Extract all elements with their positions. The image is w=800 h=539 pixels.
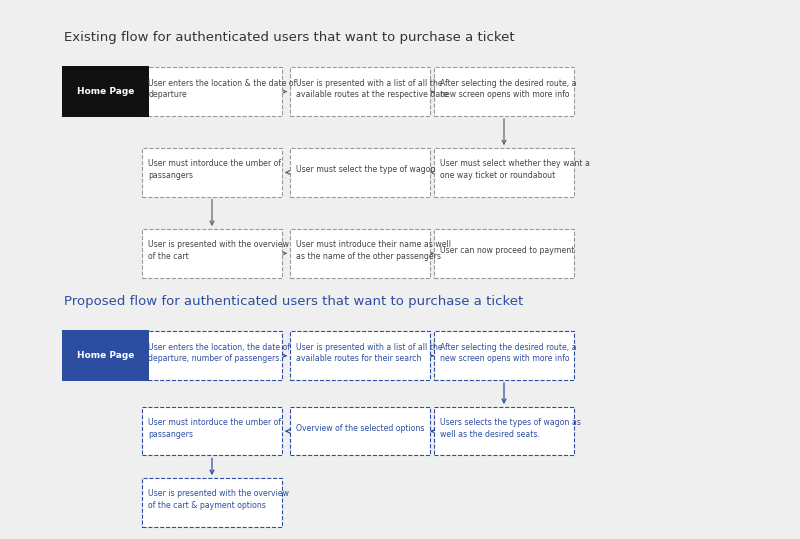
Text: Proposed flow for authenticated users that want to purchase a ticket: Proposed flow for authenticated users th… — [64, 295, 523, 308]
Text: User is presented with a list of all the
available routes for their search: User is presented with a list of all the… — [297, 343, 443, 363]
Text: User must intorduce the umber of
passangers: User must intorduce the umber of passang… — [149, 418, 282, 439]
Text: Home Page: Home Page — [77, 351, 134, 360]
Text: User can now proceed to payment: User can now proceed to payment — [440, 246, 574, 255]
Text: User is presented with a list of all the
available routes at the respective date: User is presented with a list of all the… — [297, 79, 449, 99]
Text: Existing flow for authenticated users that want to purchase a ticket: Existing flow for authenticated users th… — [64, 31, 514, 44]
Text: Home Page: Home Page — [77, 87, 134, 96]
Text: User is presented with the overview
of the cart & payment options: User is presented with the overview of t… — [149, 489, 290, 510]
Text: User is presented with the overview
of the cart: User is presented with the overview of t… — [149, 240, 290, 261]
Text: User must select the type of wagon: User must select the type of wagon — [297, 165, 436, 174]
Text: After selecting the desired route, a
new screen opens with more info: After selecting the desired route, a new… — [440, 79, 577, 99]
Text: User must select whether they want a
one way ticket or roundabout: User must select whether they want a one… — [440, 160, 590, 180]
Text: User must introduce their name as well
as the name of the other passengers: User must introduce their name as well a… — [297, 240, 451, 261]
Text: After selecting the desired route, a
new screen opens with more info: After selecting the desired route, a new… — [440, 343, 577, 363]
Text: User must intorduce the umber of
passangers: User must intorduce the umber of passang… — [149, 160, 282, 180]
Text: Overview of the selected options: Overview of the selected options — [297, 424, 425, 433]
Text: User enters the location & the date of
departure: User enters the location & the date of d… — [149, 79, 297, 99]
Text: Users selects the types of wagon as
well as the desired seats.: Users selects the types of wagon as well… — [440, 418, 582, 439]
Text: User enters the location, the date of
departure, number of passengers.: User enters the location, the date of de… — [149, 343, 290, 363]
